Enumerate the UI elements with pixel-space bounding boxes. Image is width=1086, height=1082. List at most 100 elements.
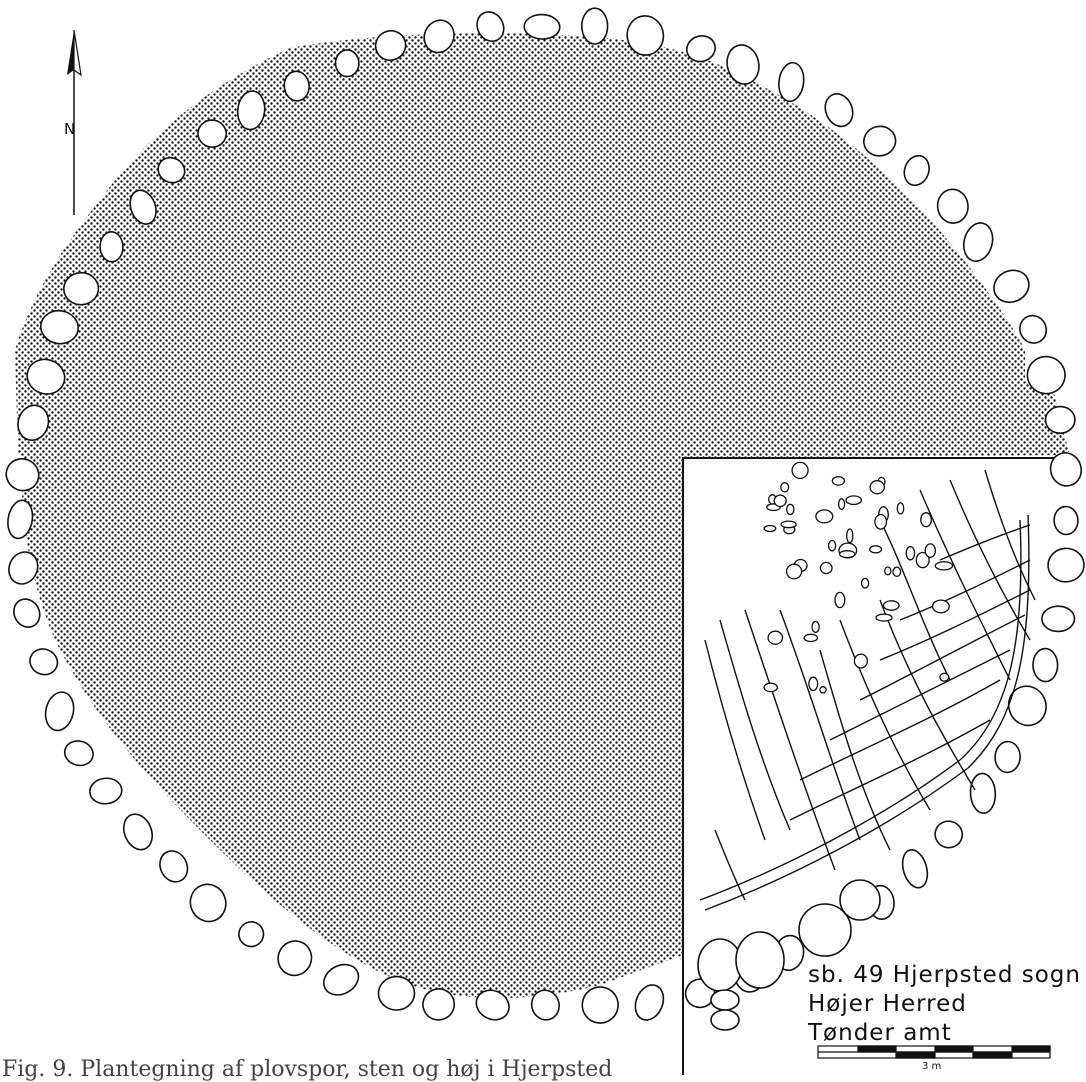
small-stone	[870, 481, 884, 494]
kerb-stone	[989, 265, 1035, 308]
small-stone	[940, 673, 949, 681]
small-stone	[876, 614, 892, 621]
ard-furrow	[940, 525, 1030, 560]
kerb-stone	[119, 810, 158, 854]
kerb-stone	[1042, 606, 1075, 631]
north-label: N	[64, 120, 75, 138]
small-stone	[925, 544, 935, 557]
small-stone	[875, 515, 887, 530]
kerb-stone	[932, 818, 965, 851]
small-stone	[787, 504, 794, 514]
kerb-stone	[900, 152, 933, 189]
ard-furrow	[985, 470, 1035, 600]
kerb-stone	[861, 124, 897, 158]
ard-furrow	[840, 620, 930, 810]
site-label-district: Højer Herred	[808, 993, 967, 1016]
ard-furrow	[880, 600, 975, 790]
kerb-stone	[1045, 406, 1075, 433]
kerb-stone	[235, 918, 268, 951]
small-stone	[820, 687, 826, 693]
kerb-stone	[26, 645, 61, 679]
small-stone	[854, 654, 867, 668]
kerb-stone	[9, 595, 45, 632]
small-stone	[809, 677, 818, 690]
small-stone	[884, 601, 900, 610]
small-stone	[820, 562, 832, 573]
ard-furrow	[720, 620, 790, 830]
small-stone	[816, 510, 833, 523]
small-stone	[787, 564, 802, 579]
small-stone	[839, 499, 845, 510]
small-stone	[774, 495, 786, 506]
small-stone	[768, 631, 782, 644]
kerb-stone	[89, 777, 123, 806]
kerb-stone	[378, 976, 415, 1011]
kerb-stone	[1047, 449, 1086, 490]
kerb-stone	[273, 936, 317, 981]
kerb-stone	[1053, 506, 1078, 535]
small-stone	[829, 541, 836, 551]
small-stone	[897, 503, 903, 514]
small-stone	[935, 562, 952, 570]
small-stone	[781, 521, 796, 528]
ard-furrow	[920, 490, 1010, 680]
small-stone	[921, 513, 932, 527]
kerb-stone	[711, 1010, 739, 1030]
kerb-stone	[960, 220, 997, 265]
small-stone	[781, 483, 789, 492]
ard-furrows	[700, 470, 1035, 910]
kerb-stone	[580, 985, 620, 1026]
kerb-stone	[994, 741, 1021, 773]
kerb-stone	[969, 773, 996, 814]
kerb-stone	[840, 880, 880, 920]
small-stone	[792, 462, 808, 478]
kerb-stone	[100, 231, 124, 262]
ard-furrow	[745, 610, 835, 870]
small-stone	[812, 621, 819, 632]
ard-furrow	[880, 590, 1030, 660]
kerb-stone	[1003, 680, 1053, 731]
kerb-stone	[155, 846, 193, 886]
small-stone	[885, 567, 891, 575]
kerb-stone	[736, 932, 784, 988]
small-stone	[764, 683, 777, 691]
small-stone	[847, 529, 853, 543]
kerb-stone	[582, 8, 608, 44]
scale-bar	[818, 1046, 1050, 1058]
kerb-stone	[335, 50, 359, 77]
kerb-stone	[711, 990, 739, 1010]
scale-bar-label: 3 m	[922, 1061, 941, 1072]
small-stone	[893, 567, 901, 576]
small-stone	[764, 526, 776, 532]
kerb-stone	[1033, 648, 1058, 681]
small-stone	[870, 546, 882, 553]
site-label-parish: sb. 49 Hjerpsted sogn	[808, 964, 1081, 987]
figure-caption: Fig. 9. Plantegning af plovspor, sten og…	[2, 1057, 612, 1082]
kerb-stone	[63, 272, 99, 306]
kerb-stone	[821, 90, 858, 131]
small-stone	[933, 600, 950, 613]
kerb-stone	[1047, 547, 1086, 583]
ard-furrow	[715, 830, 745, 900]
kerb-stone	[62, 738, 96, 769]
kerb-stone	[899, 847, 932, 891]
small-stone	[846, 496, 861, 505]
site-label-county: Tønder amt	[808, 1022, 952, 1045]
small-stone	[906, 547, 914, 560]
small-stone	[862, 578, 869, 588]
kerb-stone	[936, 188, 970, 225]
ard-furrow	[700, 520, 1021, 900]
small-stone	[840, 551, 855, 558]
ard-furrow	[705, 515, 1029, 910]
kerb-stone	[698, 939, 742, 991]
kerb-stone	[630, 981, 668, 1024]
kerb-stone	[42, 689, 77, 733]
small-stone	[835, 592, 845, 607]
small-stone	[804, 634, 817, 641]
ard-furrow	[820, 650, 890, 850]
kerb-stone	[318, 959, 364, 1001]
small-stones	[764, 462, 953, 693]
kerb-stone	[524, 14, 560, 40]
ard-furrow	[800, 680, 1000, 780]
